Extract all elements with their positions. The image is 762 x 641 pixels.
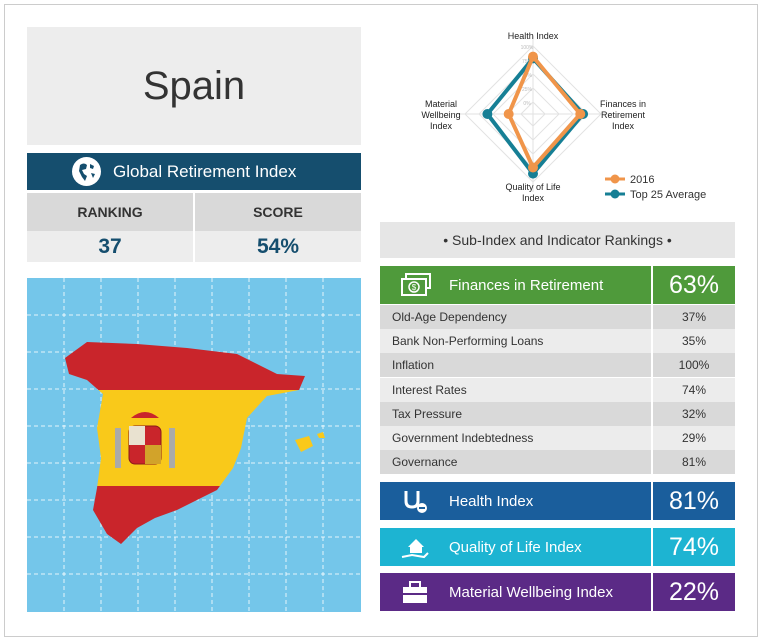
legend-marker — [610, 189, 620, 199]
ranking-score-header: RANKING SCORE — [27, 193, 361, 231]
spain-map — [27, 278, 361, 612]
svg-text:$: $ — [412, 283, 417, 292]
ranking-value: 37 — [27, 231, 195, 262]
global-retirement-index-header: Global Retirement Index — [27, 153, 361, 190]
radar-point — [528, 51, 538, 62]
ranking-label: RANKING — [27, 193, 195, 231]
indicator-value: 37% — [651, 305, 735, 329]
health-value: 81% — [651, 482, 735, 520]
radar-chart: 0% 25% 50% 75% 100% Health IndexHealth Index F… — [380, 25, 740, 215]
quality-of-life-block: Quality of Life Index 74% — [380, 528, 735, 566]
quality-value: 74% — [651, 528, 735, 566]
indicator-value: 29% — [651, 426, 735, 450]
health-index-block: Health Index 81% — [380, 482, 735, 520]
radar-tick-label: 100% — [521, 45, 534, 51]
ranking-score-values: 37 54% — [27, 231, 361, 262]
quality-label: Quality of Life Index — [449, 538, 582, 556]
legend-label: Top 25 Average — [630, 189, 706, 201]
health-label: Health Index — [449, 492, 534, 510]
coat-of-arms-icon — [115, 412, 175, 468]
indicator-row: Old-Age Dependency 37% — [380, 305, 735, 329]
radar-tick-label: 0% — [523, 101, 531, 107]
radar-tick-label: 75% — [522, 59, 533, 65]
indicator-label: Government Indebtedness — [392, 431, 534, 445]
indicator-value: 100% — [651, 353, 735, 378]
indicator-row: Inflation 100% — [380, 353, 735, 378]
indicator-row: Government Indebtedness 29% — [380, 426, 735, 450]
indicator-label: Tax Pressure — [392, 406, 463, 421]
indicator-value: 81% — [651, 450, 735, 475]
indicator-row: Bank Non-Performing Loans 35% — [380, 329, 735, 354]
indicator-label: Governance — [392, 455, 458, 470]
radar-point — [503, 109, 514, 119]
legend-marker — [610, 174, 620, 184]
country-title: Spain — [27, 27, 361, 145]
material-wellbeing-block: Material Wellbeing Index 22% — [380, 573, 735, 611]
indicator-label: Old-Age Dependency — [392, 310, 507, 324]
material-value: 22% — [651, 573, 735, 611]
material-label: Material Wellbeing Index — [449, 583, 613, 601]
indicator-value: 35% — [651, 329, 735, 354]
radar-point — [482, 109, 493, 119]
radar-tick-label: 50% — [522, 73, 533, 79]
money-icon: $ — [400, 273, 431, 297]
finances-label: Finances in Retirement — [449, 276, 604, 294]
indicator-label: Inflation — [392, 358, 435, 373]
indicator-value: 32% — [651, 401, 735, 426]
finances-header: $ Finances in Retirement 63% — [380, 266, 735, 304]
briefcase-icon — [400, 580, 430, 604]
global-index-title: Global Retirement Index — [113, 161, 297, 181]
radar-axis-label: Health IndexHealth Index — [508, 31, 559, 41]
indicator-row: Interest Rates 74% — [380, 377, 735, 402]
indicator-row: Tax Pressure 32% — [380, 401, 735, 426]
indicator-value: 74% — [651, 377, 735, 402]
indicator-label: Interest Rates — [392, 382, 467, 397]
stethoscope-icon — [400, 489, 430, 513]
house-hand-icon — [400, 535, 430, 559]
radar-point — [528, 162, 538, 173]
indicator-row: Governance 81% — [380, 450, 735, 475]
subindex-header: • Sub-Index and Indicator Rankings • — [380, 222, 735, 258]
globe-icon — [72, 157, 101, 186]
radar-point — [575, 109, 586, 119]
legend-label: 2016 — [630, 174, 654, 186]
frame — [4, 4, 758, 637]
indicator-label: Bank Non-Performing Loans — [392, 334, 544, 349]
score-value: 54% — [256, 234, 300, 258]
radar-tick-label: 25% — [522, 87, 533, 93]
finances-value: 63% — [651, 266, 735, 304]
score-label: SCORE — [253, 204, 303, 220]
